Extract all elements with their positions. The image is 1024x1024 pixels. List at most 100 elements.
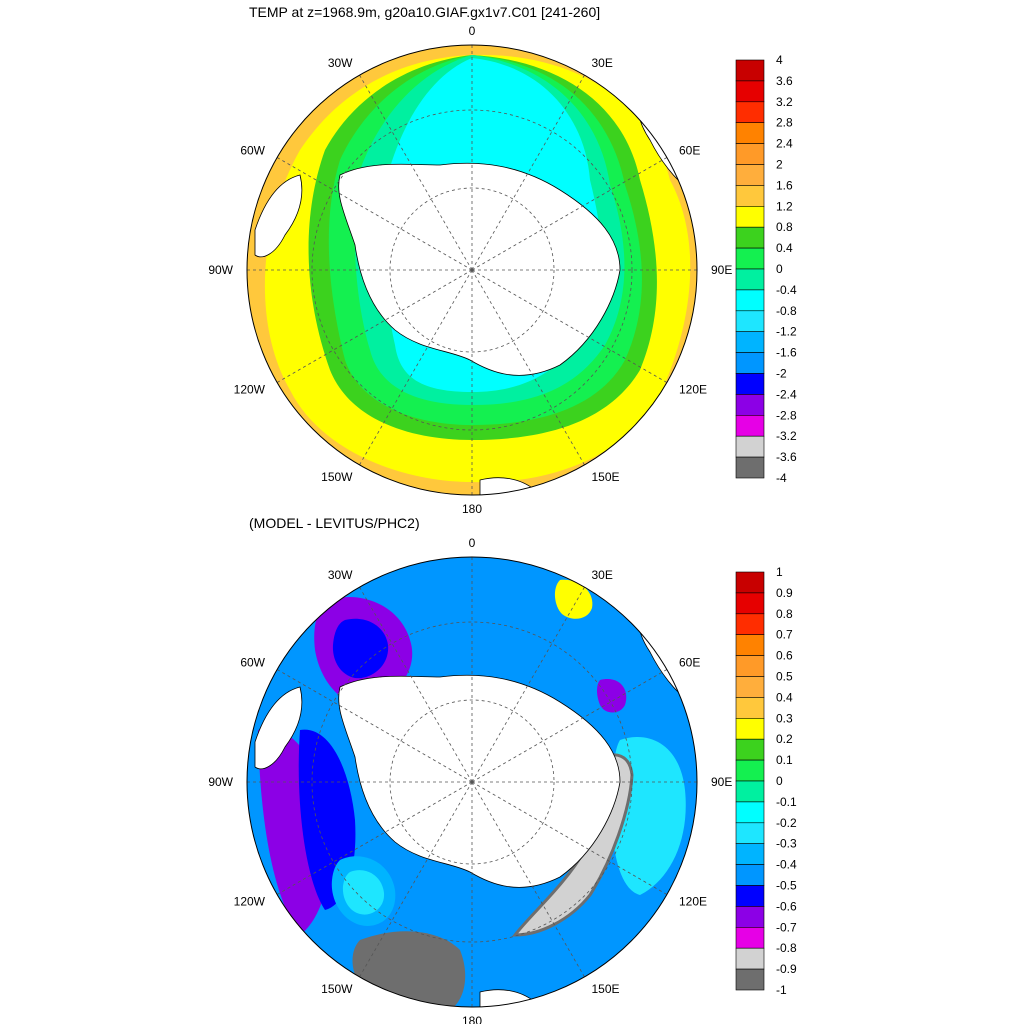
colorbar-tick-label: 0.8: [776, 607, 793, 621]
meridians: [247, 45, 697, 495]
meridian-line: [471, 269, 668, 383]
latitude-circle-inner: [389, 187, 555, 353]
colorbar-swatch: [735, 571, 765, 594]
longitude-label: 60W: [240, 656, 265, 670]
colorbar-tick-label: -0.4: [776, 858, 797, 872]
panel-2-title: (MODEL - LEVITUS/PHC2): [249, 515, 420, 531]
colorbar-tick-label: -3.2: [776, 429, 797, 443]
colorbar-tick-label: -1: [776, 983, 787, 997]
colorbar-swatch: [735, 759, 765, 782]
meridian-line: [276, 781, 473, 895]
longitude-label: 120W: [234, 383, 266, 397]
colorbar-tick-label: -0.2: [776, 816, 797, 830]
map-border: [246, 556, 698, 1008]
colorbar-tick-label: -1.2: [776, 325, 797, 339]
colorbar-tick-label: 0.8: [776, 220, 793, 234]
colorbar-tick-label: -0.7: [776, 920, 797, 934]
anomaly-60e: [597, 679, 627, 713]
colorbar-tick-label: 4: [776, 53, 783, 67]
colorbar-tick-label: -3.6: [776, 450, 797, 464]
longitude-label: 90W: [208, 775, 233, 789]
colorbar-swatch: [735, 926, 765, 949]
meridian-line: [276, 669, 473, 783]
colorbar-tick-label: -0.8: [776, 304, 797, 318]
colorbar-swatch: [735, 122, 765, 144]
colorbar-swatch: [735, 80, 765, 103]
colorbar-tick-label: -0.8: [776, 941, 797, 955]
colorbar-swatch: [735, 414, 765, 437]
colorbar-tick-label: -2: [776, 367, 787, 381]
colorbar-swatch: [735, 101, 765, 124]
longitude-label: 60E: [679, 144, 700, 158]
longitude-label: 150W: [321, 470, 353, 484]
latitude-circle-outer: [311, 109, 633, 431]
meridian-line: [359, 74, 473, 271]
colorbar-swatch: [735, 843, 765, 865]
colorbar-tick-label: 0: [776, 774, 783, 788]
anomaly-weddell-core: [332, 618, 389, 679]
longitude-label: 180: [462, 1014, 482, 1024]
colorbar-tick-label: 2: [776, 158, 783, 172]
longitude-label: 120E: [679, 383, 707, 397]
colorbar-swatch: [735, 289, 765, 312]
longitude-label: 30W: [328, 56, 353, 70]
colorbar-tick-label: 2.4: [776, 137, 793, 151]
colorbar-tick-label: 0.3: [776, 711, 793, 725]
longitude-label: 150W: [321, 982, 353, 996]
colorbar-tick-label: 3.2: [776, 95, 793, 109]
longitude-labels: 0 30E 60E 90E 120E 150E 180 150W 120W 90W 60W 30W: [208, 24, 732, 516]
colorbar-tick-label: 0.6: [776, 649, 793, 663]
colorbar-swatch: [735, 906, 765, 928]
colorbar-tick-label: -2.4: [776, 387, 797, 401]
colorbar-tick-label: -0.5: [776, 879, 797, 893]
colorbar-swatch: [735, 247, 765, 270]
longitude-label: 120W: [234, 895, 266, 909]
colorbar-swatch: [735, 352, 765, 374]
map-border: [246, 44, 698, 496]
colorbar-tick-label: 1.6: [776, 178, 793, 192]
colorbar-swatch: [735, 206, 765, 228]
colorbar-swatch: [735, 310, 765, 332]
colorbar-swatch: [735, 164, 765, 186]
colorbar-swatch: [735, 59, 765, 82]
colorbar-tick-label: 0: [776, 262, 783, 276]
colorbar-swatch: [735, 226, 765, 249]
colorbar-swatch: [735, 592, 765, 615]
colorbar-swatch: [735, 655, 765, 677]
colorbar-swatch: [735, 373, 765, 395]
longitude-label: 90E: [711, 775, 732, 789]
panel-1-colorbar: 4 3.6 3.2 2.8 2.4 2 1.6 1.2 0.8 0.4 0 -0.4 -0.8 -1.2 -…: [735, 53, 797, 485]
colorbar-swatch: [735, 968, 765, 991]
panel-1-title: TEMP at z=1968.9m, g20a10.GIAF.gx1v7.C01…: [249, 4, 600, 20]
colorbar-swatch: [735, 613, 765, 635]
longitude-label: 150E: [592, 470, 620, 484]
longitude-labels: 0 30E 60E 90E 120E 150E 180 150W 120W 90W 60W 30W: [208, 536, 732, 1024]
colorbar-tick-label: 0.4: [776, 690, 793, 704]
meridian-line: [276, 157, 473, 271]
meridian-line: [471, 269, 585, 466]
longitude-label: 90E: [711, 263, 732, 277]
colorbar-swatch: [735, 738, 765, 761]
meridian-line: [276, 269, 473, 383]
colorbar-swatch: [735, 185, 765, 207]
longitude-label: 0: [469, 24, 476, 38]
longitude-label: 150E: [592, 982, 620, 996]
meridian-line: [471, 781, 668, 895]
colorbar-tick-label: 0.4: [776, 241, 793, 255]
colorbar-swatch: [735, 268, 765, 291]
meridian-line: [471, 74, 585, 271]
colorbar-swatch: [735, 885, 765, 907]
colorbar-tick-label: 3.6: [776, 74, 793, 88]
colorbar-tick-label: -0.9: [776, 962, 797, 976]
latitude-circle-inner: [389, 699, 555, 865]
colorbar-swatch: [735, 864, 765, 886]
colorbar-swatch: [735, 456, 765, 479]
colorbar-swatch: [735, 822, 765, 844]
colorbar-swatch: [735, 697, 765, 719]
longitude-label: 120E: [679, 895, 707, 909]
colorbar-tick-label: -2.8: [776, 408, 797, 422]
meridian-line: [471, 781, 585, 978]
longitude-label: 90W: [208, 263, 233, 277]
latitude-circle-outer: [311, 621, 633, 943]
